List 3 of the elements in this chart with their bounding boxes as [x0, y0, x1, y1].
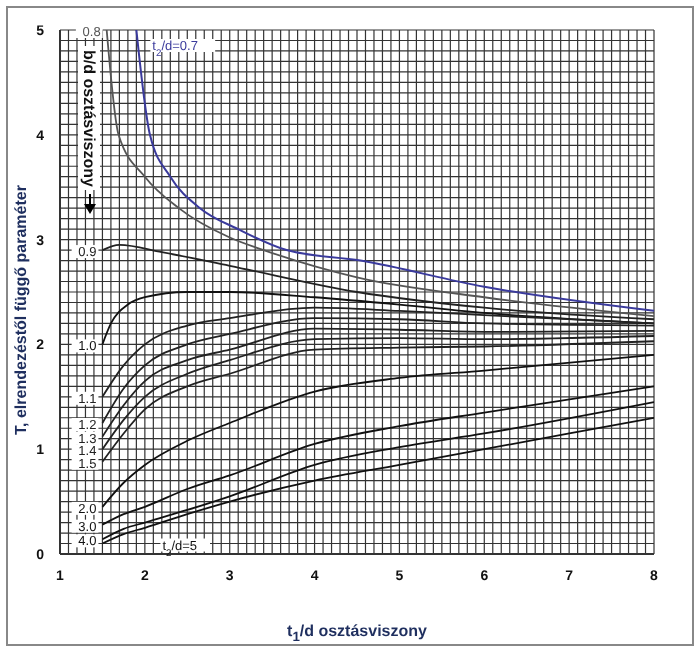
y-axis-title: T, elrendezéstől függő paraméter [12, 185, 30, 435]
annotation: b/d osztásviszony [78, 46, 100, 191]
x-axis-title: t$_{1}$/d osztásviszony [285, 622, 429, 646]
